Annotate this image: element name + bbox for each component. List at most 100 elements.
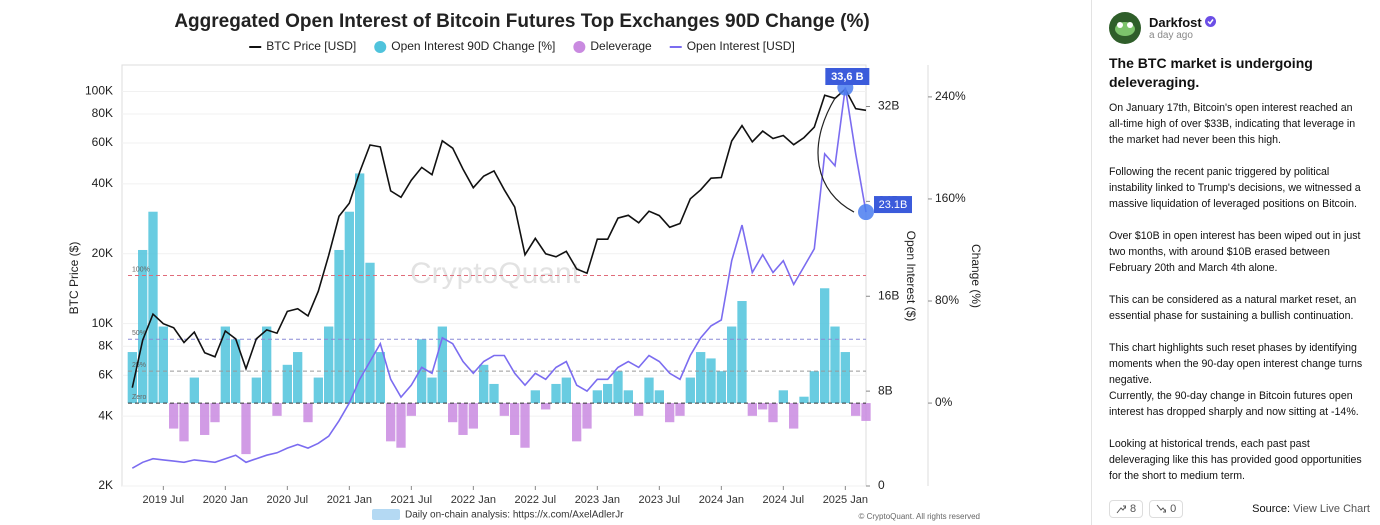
- paragraph: On January 17th, Bitcoin's open interest…: [1109, 102, 1356, 146]
- annotation-badge: [874, 196, 912, 214]
- bar: [189, 377, 199, 404]
- bar: [778, 390, 788, 404]
- paragraph: Looking at historical trends, each past …: [1109, 438, 1362, 482]
- legend-label: Deleverage: [590, 39, 652, 53]
- bar: [716, 371, 726, 404]
- y3-tick-label: 160%: [935, 191, 966, 205]
- down-icon: [1156, 504, 1167, 513]
- bar: [747, 403, 757, 416]
- bar: [293, 352, 303, 404]
- ref-label: 50%: [132, 330, 146, 337]
- post-time: a day ago: [1149, 30, 1193, 41]
- footer-text: Daily on-chain analysis: https://x.com/A…: [405, 510, 624, 521]
- y2-axis-label: Open Interest ($): [904, 231, 918, 322]
- bar: [603, 383, 613, 404]
- x-tick-label: 2022 Jan: [451, 494, 496, 506]
- y2-tick-label: 0: [878, 478, 885, 492]
- x-tick-label: 2025 Jan: [823, 494, 868, 506]
- bar: [851, 403, 861, 416]
- x-tick-label: 2021 Jan: [327, 494, 372, 506]
- bar: [561, 377, 571, 404]
- bar: [386, 403, 396, 442]
- footer-icon: [372, 509, 400, 520]
- ref-label: 25%: [132, 362, 146, 369]
- bar: [510, 403, 520, 435]
- copyright: © CryptoQuant. All rights reserved: [859, 512, 981, 521]
- bar: [861, 403, 871, 421]
- bar: [530, 390, 540, 404]
- y-tick-label: 60K: [92, 135, 113, 149]
- like-button[interactable]: 8: [1109, 500, 1144, 518]
- bar: [840, 352, 850, 404]
- post-panel: Darkfost a day ago The BTC market is und…: [1091, 0, 1380, 525]
- avatar[interactable]: [1109, 12, 1141, 44]
- line: [131, 87, 867, 469]
- bar: [138, 249, 148, 404]
- legend-swatch: [573, 41, 586, 53]
- bar: [830, 326, 840, 404]
- paragraph: Currently, the 90-day change in Bitcoin …: [1109, 390, 1359, 418]
- bar: [809, 371, 819, 404]
- bar: [158, 326, 168, 404]
- bar: [789, 403, 799, 429]
- y3-axis-label: Change (%): [969, 244, 983, 308]
- bar: [448, 403, 458, 423]
- bar: [768, 403, 778, 423]
- x-tick-label: 2020 Jan: [203, 494, 248, 506]
- dislike-count: 0: [1170, 503, 1177, 515]
- y3-tick-label: 240%: [935, 89, 966, 103]
- bar: [303, 403, 313, 423]
- bar: [179, 403, 189, 442]
- bar: [499, 403, 509, 416]
- ref-label: 100%: [132, 266, 150, 273]
- up-icon: [1116, 505, 1126, 514]
- y-axis-label: BTC Price ($): [67, 242, 81, 315]
- y-tick-label: 8K: [98, 338, 113, 352]
- paragraph: This chart highlights such reset phases …: [1109, 342, 1363, 386]
- bar: [220, 326, 230, 404]
- annotation-dot: [858, 204, 874, 221]
- chart: Aggregated Open Interest of Bitcoin Futu…: [67, 11, 983, 521]
- legend-label: BTC Price [USD]: [266, 39, 356, 53]
- bar: [820, 288, 830, 404]
- bar: [479, 364, 489, 404]
- legend-label: Open Interest [USD]: [687, 39, 795, 53]
- y-tick-label: 10K: [92, 316, 113, 330]
- x-tick-label: 2019 Jul: [143, 494, 185, 506]
- author-name[interactable]: Darkfost: [1149, 15, 1202, 30]
- bar: [417, 339, 427, 404]
- source: Source: View Live Chart: [1252, 503, 1370, 515]
- post-title: The BTC market is undergoing deleveragin…: [1109, 55, 1313, 90]
- chart-title: Aggregated Open Interest of Bitcoin Futu…: [174, 11, 869, 32]
- bar: [696, 352, 706, 404]
- bar: [468, 403, 478, 429]
- annotation-badge: [825, 68, 870, 85]
- y-tick-label: 4K: [98, 408, 113, 422]
- bar: [644, 377, 654, 404]
- source-label: Source:: [1252, 503, 1291, 515]
- like-count: 8: [1130, 503, 1137, 515]
- source-link[interactable]: View Live Chart: [1293, 503, 1370, 515]
- bar: [437, 326, 447, 404]
- y2-tick-label: 8B: [878, 383, 893, 397]
- dislike-button[interactable]: 0: [1149, 500, 1184, 518]
- bar: [334, 249, 344, 404]
- avatar-icon: [1115, 22, 1135, 36]
- paragraph: Following the recent panic triggered by …: [1109, 166, 1361, 210]
- bar: [313, 377, 323, 404]
- post-footer: 8 0 Source: View Live Chart: [1109, 500, 1370, 518]
- y-tick-label: 100K: [85, 84, 113, 98]
- legend-swatch: [374, 41, 387, 53]
- author[interactable]: Darkfost: [1149, 15, 1217, 30]
- x-tick-label: 2022 Jul: [515, 494, 557, 506]
- x-tick-label: 2024 Jan: [699, 494, 744, 506]
- y-tick-label: 20K: [92, 246, 113, 260]
- bar: [262, 326, 272, 404]
- bar: [427, 377, 437, 404]
- bar: [344, 211, 354, 404]
- annotation-arrow: [817, 97, 855, 213]
- y-tick-label: 6K: [98, 367, 113, 381]
- bar: [148, 211, 158, 404]
